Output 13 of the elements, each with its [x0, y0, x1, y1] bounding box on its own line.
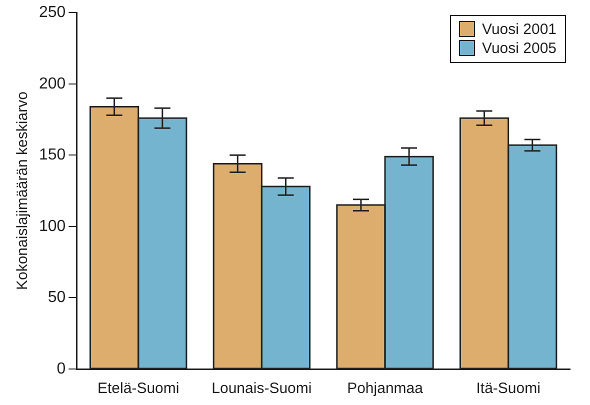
y-tick-label: 50 — [48, 289, 66, 306]
x-tick-label: Pohjanmaa — [347, 380, 424, 398]
y-axis-title: Kokonaislajimäärän keskiarvo — [14, 92, 32, 290]
legend-label: Vuosi 2005 — [482, 40, 557, 57]
y-tick-label: 200 — [38, 75, 66, 92]
y-tick-label: 0 — [56, 360, 66, 378]
x-tick-label: Itä-Suomi — [476, 380, 540, 398]
x-tick-label: Lounais-Suomi — [212, 380, 312, 398]
y-tick-label: 250 — [38, 4, 66, 22]
legend-label: Vuosi 2001 — [482, 20, 557, 38]
y-tick-label: 150 — [38, 146, 66, 164]
x-tick-label: Etelä-Suomi — [98, 380, 180, 398]
y-tick-label: 100 — [38, 218, 66, 235]
